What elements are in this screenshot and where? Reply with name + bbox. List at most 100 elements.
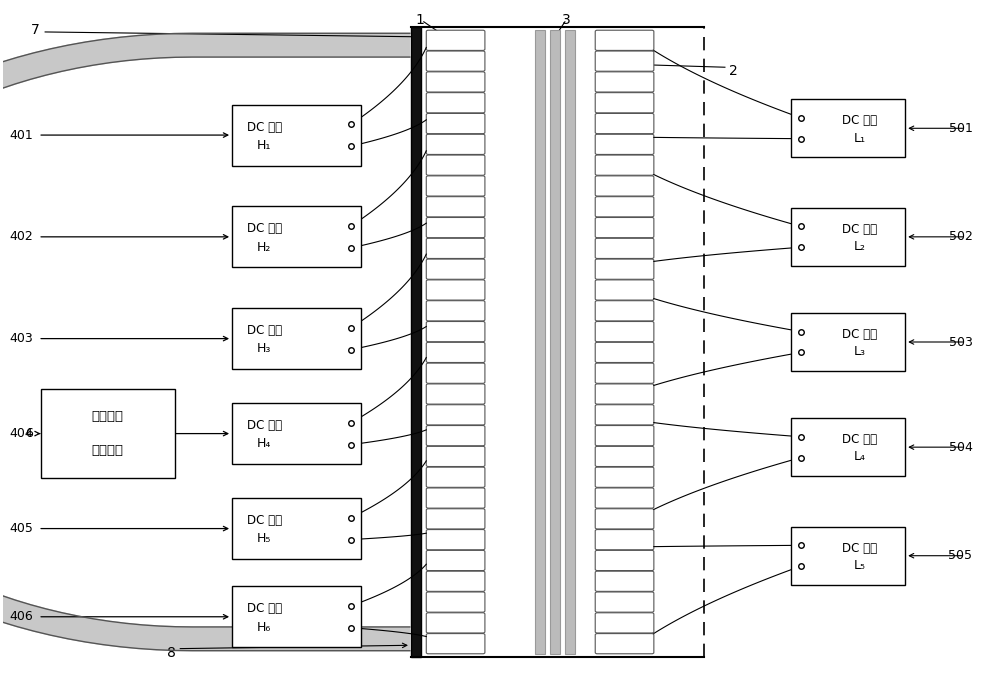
Text: L₃: L₃ — [854, 345, 866, 358]
FancyBboxPatch shape — [426, 342, 485, 363]
Bar — [550, 30, 560, 654]
Text: DC 电源: DC 电源 — [842, 542, 877, 555]
FancyBboxPatch shape — [595, 551, 654, 570]
FancyBboxPatch shape — [426, 467, 485, 487]
Text: DC 电源: DC 电源 — [247, 324, 282, 337]
FancyBboxPatch shape — [426, 155, 485, 175]
Text: DC 电源: DC 电源 — [842, 433, 877, 446]
Text: 6: 6 — [25, 427, 33, 440]
FancyBboxPatch shape — [426, 197, 485, 217]
FancyBboxPatch shape — [426, 529, 485, 550]
FancyBboxPatch shape — [595, 92, 654, 113]
Text: H₁: H₁ — [257, 139, 271, 152]
FancyBboxPatch shape — [595, 405, 654, 425]
Text: H₅: H₅ — [257, 532, 271, 545]
FancyBboxPatch shape — [595, 592, 654, 612]
Bar — [791, 99, 905, 157]
FancyBboxPatch shape — [426, 238, 485, 259]
FancyBboxPatch shape — [595, 218, 654, 237]
FancyBboxPatch shape — [595, 342, 654, 363]
FancyBboxPatch shape — [426, 301, 485, 321]
Text: 流速控制: 流速控制 — [92, 410, 124, 423]
Text: 2: 2 — [729, 64, 738, 77]
FancyBboxPatch shape — [595, 529, 654, 550]
Bar — [791, 419, 905, 476]
Text: DC 电源: DC 电源 — [247, 222, 282, 235]
FancyBboxPatch shape — [426, 51, 485, 71]
FancyBboxPatch shape — [426, 321, 485, 342]
FancyBboxPatch shape — [595, 238, 654, 259]
FancyBboxPatch shape — [426, 30, 485, 51]
Text: 405: 405 — [9, 522, 33, 535]
Bar — [791, 208, 905, 265]
FancyBboxPatch shape — [595, 488, 654, 508]
Text: 402: 402 — [9, 231, 33, 244]
FancyBboxPatch shape — [426, 134, 485, 155]
FancyBboxPatch shape — [426, 447, 485, 466]
Text: 502: 502 — [949, 231, 972, 244]
Text: L₅: L₅ — [854, 559, 866, 572]
FancyBboxPatch shape — [426, 384, 485, 404]
Text: 7: 7 — [31, 23, 40, 37]
FancyBboxPatch shape — [595, 134, 654, 155]
Text: 504: 504 — [949, 440, 972, 453]
FancyBboxPatch shape — [426, 405, 485, 425]
Text: H₃: H₃ — [257, 343, 271, 356]
FancyBboxPatch shape — [595, 72, 654, 92]
FancyBboxPatch shape — [426, 176, 485, 196]
Text: 1: 1 — [416, 13, 425, 27]
Text: 401: 401 — [9, 129, 33, 142]
FancyBboxPatch shape — [595, 197, 654, 217]
FancyBboxPatch shape — [426, 613, 485, 633]
Text: 406: 406 — [9, 610, 33, 623]
FancyBboxPatch shape — [595, 30, 654, 51]
FancyBboxPatch shape — [426, 218, 485, 237]
Text: DC 电源: DC 电源 — [247, 419, 282, 432]
Bar — [791, 527, 905, 585]
FancyBboxPatch shape — [595, 384, 654, 404]
FancyBboxPatch shape — [595, 363, 654, 383]
Bar — [232, 105, 361, 166]
Text: L₁: L₁ — [854, 131, 866, 144]
Bar — [565, 30, 575, 654]
FancyBboxPatch shape — [595, 447, 654, 466]
Bar — [791, 313, 905, 371]
FancyBboxPatch shape — [595, 321, 654, 342]
FancyBboxPatch shape — [595, 633, 654, 654]
Text: 8: 8 — [167, 646, 176, 660]
Bar — [232, 586, 361, 647]
FancyBboxPatch shape — [595, 280, 654, 300]
Bar — [232, 403, 361, 464]
FancyBboxPatch shape — [595, 114, 654, 133]
Bar — [232, 207, 361, 267]
FancyBboxPatch shape — [595, 176, 654, 196]
FancyBboxPatch shape — [426, 425, 485, 446]
Bar — [232, 498, 361, 559]
FancyBboxPatch shape — [595, 509, 654, 529]
Text: DC 电源: DC 电源 — [842, 223, 877, 236]
FancyBboxPatch shape — [426, 114, 485, 133]
FancyBboxPatch shape — [595, 467, 654, 487]
Text: H₆: H₆ — [257, 620, 271, 633]
Text: 503: 503 — [949, 335, 972, 349]
Text: 采集模块: 采集模块 — [92, 444, 124, 457]
FancyBboxPatch shape — [426, 592, 485, 612]
Text: DC 电源: DC 电源 — [247, 514, 282, 527]
Text: DC 电源: DC 电源 — [247, 120, 282, 133]
Text: H₄: H₄ — [257, 438, 271, 451]
FancyBboxPatch shape — [426, 633, 485, 654]
FancyBboxPatch shape — [595, 259, 654, 279]
FancyBboxPatch shape — [595, 425, 654, 446]
Bar — [41, 389, 175, 477]
Text: 501: 501 — [949, 122, 972, 135]
FancyBboxPatch shape — [426, 280, 485, 300]
Polygon shape — [0, 34, 410, 650]
FancyBboxPatch shape — [426, 488, 485, 508]
FancyBboxPatch shape — [426, 551, 485, 570]
Bar — [411, 27, 421, 657]
FancyBboxPatch shape — [426, 509, 485, 529]
Text: 404: 404 — [9, 427, 33, 440]
FancyBboxPatch shape — [595, 613, 654, 633]
Text: DC 电源: DC 电源 — [842, 328, 877, 341]
Text: 403: 403 — [9, 332, 33, 345]
